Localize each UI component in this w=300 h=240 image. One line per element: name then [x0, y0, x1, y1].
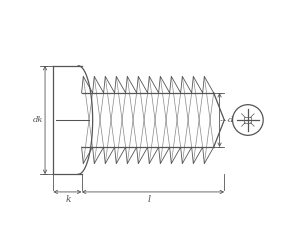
Text: k: k	[66, 194, 71, 204]
Text: d: d	[228, 116, 233, 124]
Text: dk: dk	[33, 116, 43, 124]
Text: l: l	[147, 194, 150, 204]
